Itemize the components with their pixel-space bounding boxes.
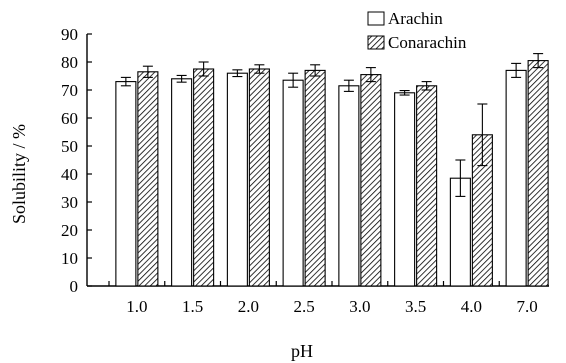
bar-arachin <box>394 92 416 287</box>
plot-area: 0 10 20 30 40 50 60 70 80 90 1.0 1.5 2.0 2.5 3.0 3.5 4.0… <box>61 25 549 316</box>
y-tick-label: 40 <box>61 165 78 184</box>
y-tick-label: 30 <box>61 193 78 212</box>
legend-label-conarachin: Conarachin <box>388 33 467 52</box>
bar-arachin <box>115 81 137 287</box>
x-tick-label: 1.0 <box>126 297 147 316</box>
bar-conarachin <box>527 60 549 287</box>
x-tick-label: 7.0 <box>517 297 538 316</box>
x-tick-label: 2.0 <box>238 297 259 316</box>
y-tick-label: 0 <box>70 277 79 296</box>
y-tick-label: 80 <box>61 53 78 72</box>
legend: Arachin Conarachin <box>367 9 467 52</box>
bar-conarachin <box>248 68 270 287</box>
legend-swatch-conarachin <box>367 35 385 50</box>
x-tick-label: 1.5 <box>182 297 203 316</box>
x-tick-label: 3.0 <box>349 297 370 316</box>
legend-swatch-arachin <box>367 11 385 26</box>
bar-arachin <box>338 85 360 287</box>
bar-conarachin <box>304 69 326 287</box>
x-tick-label: 2.5 <box>294 297 315 316</box>
y-tick-label: 90 <box>61 25 78 44</box>
bar-arachin <box>282 79 304 287</box>
y-tick-label: 20 <box>61 221 78 240</box>
y-axis-label: Solubility / % <box>9 124 29 224</box>
legend-label-arachin: Arachin <box>388 9 443 28</box>
y-tick-label: 70 <box>61 81 78 100</box>
bar-arachin <box>226 72 248 287</box>
y-tick-label: 10 <box>61 249 78 268</box>
y-tick-label: 60 <box>61 109 78 128</box>
bar-conarachin <box>193 68 215 287</box>
x-tick-label: 4.0 <box>461 297 482 316</box>
x-tick-label: 3.5 <box>405 297 426 316</box>
y-tick-label: 50 <box>61 137 78 156</box>
bar-arachin <box>171 78 193 287</box>
bar-conarachin <box>360 74 382 287</box>
x-axis-label: pH <box>291 341 313 361</box>
bar-arachin <box>505 69 527 287</box>
bar-conarachin <box>137 71 159 287</box>
bar-conarachin <box>416 85 438 287</box>
